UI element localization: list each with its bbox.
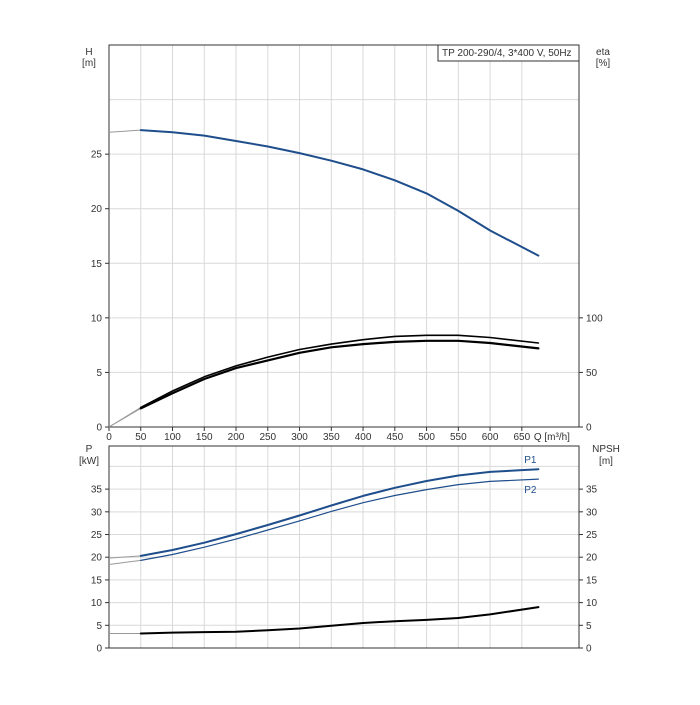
top-right-tick-label-1: 50: [586, 368, 598, 379]
bottom-right-tick-label-4: 20: [586, 553, 598, 564]
bottom-left-tick-label-0: 0: [96, 644, 102, 655]
x-tick-label-1: 50: [135, 432, 147, 443]
eta-curve-2-extension: [108, 407, 142, 428]
top-left-tick-label-2: 10: [91, 313, 103, 324]
p1-series-label: P1: [524, 455, 537, 466]
eta-curve-2-line: [139, 339, 540, 410]
eta-axis-unit: [%]: [596, 58, 611, 69]
p-axis-label: P: [86, 444, 93, 455]
p1-curve-line: [139, 468, 540, 557]
bottom-right-tick-label-0: 0: [586, 644, 592, 655]
p1-curve-extension: [108, 555, 141, 559]
p2-series-label: P2: [524, 485, 537, 496]
top-right-tick-label-0: 0: [586, 423, 592, 434]
top-plot-frame: [108, 44, 580, 428]
bottom-right-tick-label-3: 15: [586, 575, 598, 586]
pump-legend-box: [437, 44, 580, 62]
bottom-left-tick-label-1: 5: [96, 621, 102, 632]
x-tick-label-3: 150: [196, 432, 213, 443]
bottom-left-tick-label-7: 35: [91, 485, 103, 496]
npsh-axis-unit: [m]: [599, 456, 613, 467]
x-tick-label-13: 650: [513, 432, 530, 443]
bottom-left-tick-label-4: 20: [91, 553, 103, 564]
bottom-right-tick-label-2: 10: [586, 598, 598, 609]
top-right-tick-label-2: 100: [586, 313, 603, 324]
x-tick-label-2: 100: [164, 432, 181, 443]
npsh-axis-label: NPSH: [592, 444, 620, 455]
x-tick-label-4: 200: [228, 432, 245, 443]
bottom-right-tick-label-6: 30: [586, 507, 598, 518]
x-tick-label-6: 300: [291, 432, 308, 443]
top-left-tick-label-1: 5: [96, 368, 102, 379]
bottom-left-tick-label-2: 10: [91, 598, 103, 609]
x-tick-label-9: 450: [386, 432, 403, 443]
x-tick-label-10: 500: [418, 432, 435, 443]
head-curve-extension: [108, 129, 141, 133]
top-left-tick-label-0: 0: [96, 423, 102, 434]
bottom-right-tick-label-7: 35: [586, 485, 598, 496]
x-tick-label-8: 400: [355, 432, 372, 443]
bottom-plot-frame: [108, 445, 580, 649]
top-left-tick-label-3: 15: [91, 259, 103, 270]
h-axis-unit: [m]: [82, 58, 96, 69]
p-axis-unit: [kW]: [79, 456, 99, 467]
head-curve-line: [139, 129, 540, 257]
x-tick-label-5: 250: [259, 432, 276, 443]
bottom-left-tick-label-5: 25: [91, 530, 103, 541]
top-left-tick-label-4: 20: [91, 204, 103, 215]
x-axis-label: Q [m³/h]: [534, 432, 570, 443]
x-tick-label-7: 350: [323, 432, 340, 443]
bottom-left-tick-label-6: 30: [91, 507, 103, 518]
npsh-curve-line: [139, 606, 540, 635]
x-tick-label-11: 550: [450, 432, 467, 443]
bottom-right-tick-label-1: 5: [586, 621, 592, 632]
p2-curve-line: [140, 478, 540, 562]
bottom-right-tick-label-5: 25: [586, 530, 598, 541]
x-tick-label-12: 600: [482, 432, 499, 443]
x-tick-label-0: 0: [106, 432, 112, 443]
bottom-left-tick-label-3: 15: [91, 575, 103, 586]
top-left-tick-label-5: 25: [91, 150, 103, 161]
pump-legend-label: TP 200-290/4, 3*400 V, 50Hz: [442, 48, 572, 59]
h-axis-label: H: [85, 47, 92, 58]
p2-curve-extension: [108, 559, 141, 565]
eta-curve-1-line: [140, 334, 540, 409]
eta-axis-label: eta: [596, 47, 610, 58]
